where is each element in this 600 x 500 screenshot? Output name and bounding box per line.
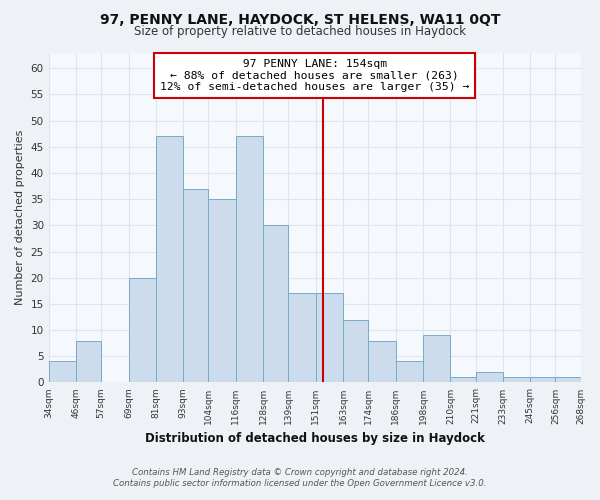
Bar <box>476 372 503 382</box>
Text: Size of property relative to detached houses in Haydock: Size of property relative to detached ho… <box>134 25 466 38</box>
Bar <box>368 340 395 382</box>
Text: 97, PENNY LANE, HAYDOCK, ST HELENS, WA11 0QT: 97, PENNY LANE, HAYDOCK, ST HELENS, WA11… <box>100 12 500 26</box>
Bar <box>128 278 156 382</box>
Bar <box>316 294 343 382</box>
Bar <box>76 340 101 382</box>
Bar <box>556 377 581 382</box>
Text: 97 PENNY LANE: 154sqm  
← 88% of detached houses are smaller (263)
12% of semi-d: 97 PENNY LANE: 154sqm ← 88% of detached … <box>160 59 469 92</box>
Bar <box>343 320 368 382</box>
Bar <box>236 136 263 382</box>
Bar <box>503 377 530 382</box>
Bar <box>289 294 316 382</box>
Y-axis label: Number of detached properties: Number of detached properties <box>15 130 25 305</box>
Bar <box>451 377 476 382</box>
X-axis label: Distribution of detached houses by size in Haydock: Distribution of detached houses by size … <box>145 432 485 445</box>
Text: Contains HM Land Registry data © Crown copyright and database right 2024.
Contai: Contains HM Land Registry data © Crown c… <box>113 468 487 487</box>
Bar <box>530 377 556 382</box>
Bar <box>423 336 451 382</box>
Bar <box>156 136 184 382</box>
Bar <box>395 362 423 382</box>
Bar <box>184 188 208 382</box>
Bar <box>208 199 236 382</box>
Bar <box>263 226 289 382</box>
Bar <box>49 362 76 382</box>
